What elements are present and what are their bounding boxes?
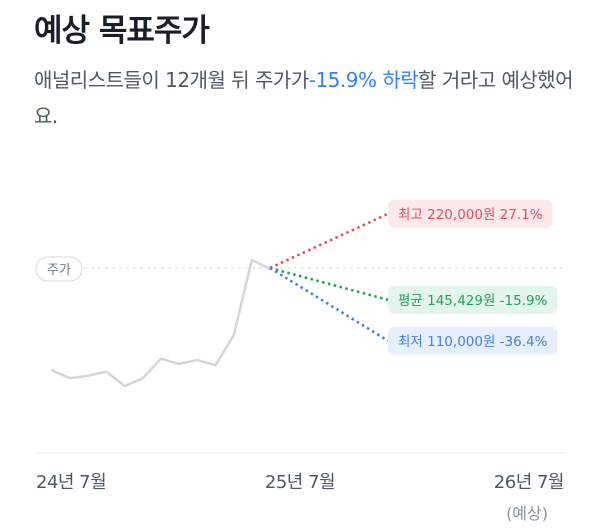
forecast-badge-low: 최저 110,000원 -36.4%: [388, 326, 558, 355]
price-history-line: [50, 258, 272, 388]
forecast-label-avg: 평균 145,429원 -15.9%: [398, 293, 548, 309]
x-tick-sublabel: (예상): [506, 504, 548, 523]
forecast-badge-avg: 평균 145,429원 -15.9%: [388, 285, 558, 314]
description-highlight: -15.9% 하락: [308, 68, 419, 92]
current-price-label: 주가: [47, 263, 71, 278]
forecast-label-low: 최저 110,000원 -36.4%: [398, 334, 548, 350]
forecast-line-low: [269, 266, 389, 342]
current-price-tag: 주가: [35, 256, 83, 282]
x-tick-label: 24년 7월: [36, 472, 106, 493]
forecast-label-high: 최고 220,000원 27.1%: [398, 207, 543, 223]
description-text-end: 할 거라고 예상했어요.: [34, 68, 574, 128]
x-tick-label: 26년 7월: [494, 472, 564, 493]
forecast-line-high: [269, 212, 389, 270]
forecast-badge-high: 최고 220,000원 27.1%: [388, 199, 553, 228]
description-text: 애널리스트들이 12개월 뒤 주가가: [34, 68, 309, 92]
forecast-description: 애널리스트들이 12개월 뒤 주가가-15.9% 하락할 거라고 예상했어요.: [34, 62, 574, 134]
x-tick-label: 25년 7월: [265, 472, 335, 493]
forecast-line-avg: [269, 266, 389, 302]
page-title: 예상 목표주가: [34, 13, 210, 49]
